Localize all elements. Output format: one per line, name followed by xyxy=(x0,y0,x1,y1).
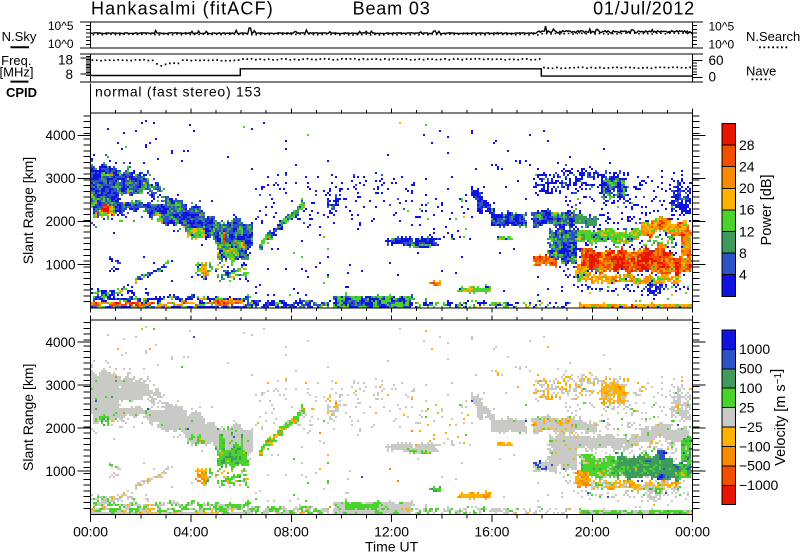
svg-text:00:00: 00:00 xyxy=(73,524,108,540)
svg-text:2000: 2000 xyxy=(45,214,75,229)
svg-text:Slant Range [km]: Slant Range [km] xyxy=(20,364,36,471)
svg-text:25: 25 xyxy=(739,399,755,415)
svg-text:0: 0 xyxy=(709,70,717,85)
svg-text:1000: 1000 xyxy=(739,341,770,357)
svg-text:500: 500 xyxy=(739,361,763,377)
svg-text:3000: 3000 xyxy=(45,171,75,186)
svg-text:N.Search: N.Search xyxy=(746,29,800,44)
svg-text:04:00: 04:00 xyxy=(173,524,208,540)
svg-text:Beam 03: Beam 03 xyxy=(353,0,431,19)
svg-text:−1000: −1000 xyxy=(739,477,779,493)
svg-text:28: 28 xyxy=(739,137,755,153)
svg-text:Time UT: Time UT xyxy=(365,539,419,554)
svg-text:Velocity [m s−1]: Velocity [m s−1] xyxy=(769,369,789,466)
svg-text:100: 100 xyxy=(739,380,763,396)
svg-text:Slant Range [km]: Slant Range [km] xyxy=(20,157,36,264)
svg-text:00:00: 00:00 xyxy=(675,524,710,540)
svg-text:20: 20 xyxy=(739,180,755,196)
svg-text:Freq.: Freq. xyxy=(1,53,31,68)
svg-text:Power [dB]: Power [dB] xyxy=(759,174,775,245)
svg-text:8: 8 xyxy=(739,245,747,261)
svg-text:12: 12 xyxy=(739,223,755,239)
svg-text:1000: 1000 xyxy=(45,257,75,272)
svg-text:Hankasalmi (fitACF): Hankasalmi (fitACF) xyxy=(91,0,274,19)
svg-text:12:00: 12:00 xyxy=(374,524,409,540)
svg-text:Nave: Nave xyxy=(746,63,776,78)
svg-text:10^0: 10^0 xyxy=(709,37,735,51)
svg-text:4: 4 xyxy=(739,267,747,283)
svg-text:18: 18 xyxy=(58,53,73,68)
svg-text:16: 16 xyxy=(739,202,755,218)
svg-text:20:00: 20:00 xyxy=(575,524,610,540)
svg-text:−25: −25 xyxy=(739,419,763,435)
svg-text:N.Sky: N.Sky xyxy=(2,29,37,44)
svg-text:16:00: 16:00 xyxy=(474,524,509,540)
svg-text:24: 24 xyxy=(739,159,755,175)
svg-text:60: 60 xyxy=(709,53,724,68)
svg-text:08:00: 08:00 xyxy=(274,524,309,540)
svg-text:1000: 1000 xyxy=(45,464,75,479)
svg-text:−100: −100 xyxy=(739,438,771,454)
svg-text:4000: 4000 xyxy=(45,128,75,143)
svg-text:8: 8 xyxy=(65,67,73,82)
svg-text:10^0: 10^0 xyxy=(48,37,74,51)
svg-text:3000: 3000 xyxy=(45,378,75,393)
svg-text:10^5: 10^5 xyxy=(709,20,735,34)
svg-text:[MHz]: [MHz] xyxy=(0,64,34,79)
svg-text:10^5: 10^5 xyxy=(48,19,74,33)
svg-text:2000: 2000 xyxy=(45,421,75,436)
svg-text:−500: −500 xyxy=(739,458,771,474)
svg-text:4000: 4000 xyxy=(45,335,75,350)
svg-text:normal (fast stereo) 153: normal (fast stereo) 153 xyxy=(95,84,262,100)
svg-text:CPID: CPID xyxy=(6,85,37,100)
svg-text:01/Jul/2012: 01/Jul/2012 xyxy=(593,0,695,19)
